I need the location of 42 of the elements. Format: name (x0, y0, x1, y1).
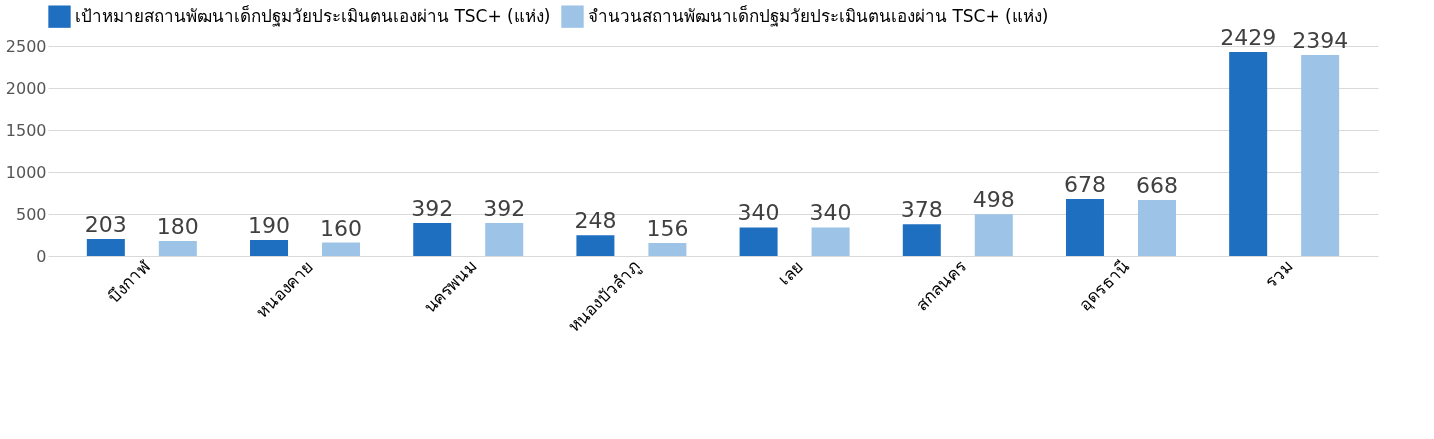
bar (739, 227, 778, 256)
data-label: 2429 (1220, 24, 1277, 50)
bar (86, 238, 125, 256)
y-tick-label: 2500 (5, 36, 47, 56)
bar (902, 224, 941, 256)
data-label: 668 (1135, 172, 1178, 198)
y-tick-label: 1000 (5, 162, 47, 182)
x-tick-label: รวม (1260, 256, 1297, 292)
data-label: 180 (156, 213, 199, 239)
data-label: 340 (809, 200, 852, 226)
data-label: 2394 (1292, 27, 1349, 53)
data-label: 160 (320, 215, 363, 241)
data-label: 203 (84, 211, 127, 237)
data-label: 392 (483, 196, 526, 222)
bar (250, 240, 289, 256)
y-tick-label: 0 (36, 246, 47, 266)
bar (322, 242, 361, 256)
bar (974, 214, 1013, 256)
y-tick-label: 1500 (5, 120, 47, 140)
bar (1137, 199, 1176, 256)
bar (811, 227, 850, 256)
data-label: 248 (574, 208, 617, 234)
data-label: 156 (646, 215, 689, 241)
bar (413, 223, 452, 256)
data-label: 340 (737, 200, 780, 226)
data-label: 392 (411, 196, 454, 222)
y-tick-label: 500 (15, 204, 47, 224)
y-tick-label: 2000 (5, 78, 47, 98)
data-label: 190 (248, 213, 291, 239)
bar (158, 240, 197, 256)
legend-label: เป้าหมายสถานพัฒนาเด็กปฐมวัยประเมินตนเองผ่าน TSC+ (แห่ง) (75, 4, 551, 27)
x-tick-label: เลย (774, 256, 807, 289)
data-label: 378 (900, 197, 943, 223)
bar (1065, 199, 1104, 256)
bar (1229, 51, 1268, 256)
bar (648, 242, 687, 256)
data-label: 678 (1063, 172, 1106, 198)
legend-label: จำนวนสถานพัฒนาเด็กปฐมวัยประเมินตนเองผ่าน TSC+ (แห่ง) (588, 4, 1049, 27)
bar (485, 223, 524, 256)
data-label: 498 (972, 187, 1015, 213)
bar (576, 235, 615, 256)
bar (1301, 54, 1340, 256)
